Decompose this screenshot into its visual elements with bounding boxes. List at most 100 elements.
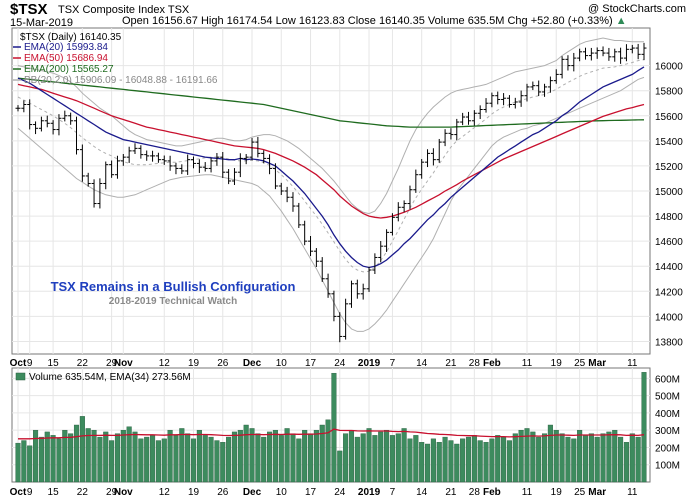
volume-bar (524, 428, 530, 483)
volume-bar (114, 433, 120, 483)
bb-upper-line (17, 37, 644, 215)
volume-bar (483, 442, 489, 483)
price-bar (267, 154, 273, 175)
price-bar (606, 47, 612, 61)
price-tick-label: 15400 (655, 137, 683, 148)
volume-tick-label: 200M (655, 443, 680, 454)
volume-bar (27, 445, 33, 483)
x-tick-label: 11 (522, 358, 533, 369)
price-panel: 13800 14000 14200 14400 14600 14800 15000 15200… (10, 27, 683, 369)
volume-bar (331, 372, 337, 483)
price-bar (372, 253, 378, 275)
x-tick-label: 24 (334, 358, 346, 369)
volume-bar (553, 429, 559, 483)
price-bar (559, 56, 565, 79)
volume-bar (267, 431, 273, 483)
price-bar (430, 148, 436, 166)
ema200-line (17, 77, 645, 128)
x-tick-label: 29 (106, 358, 118, 369)
price-bar (477, 105, 483, 120)
volume-bar (79, 416, 85, 483)
price-bar (501, 93, 507, 106)
volume-bar (448, 440, 454, 483)
price-bar (553, 69, 559, 84)
price-bar (38, 116, 44, 132)
volume-label: Volume (427, 15, 465, 27)
price-bar (290, 192, 296, 212)
price-bar (220, 152, 226, 178)
volume-bar (179, 428, 185, 483)
x-tick-label: 21 (445, 358, 457, 369)
volume-bar (565, 436, 571, 483)
volume-bar (641, 372, 647, 483)
price-tick-label: 15200 (655, 162, 683, 173)
annotation-title: TSX Remains in a Bullish Configuration (51, 279, 296, 294)
volume-bar (290, 433, 296, 483)
volume-bar (313, 429, 319, 483)
price-bar (150, 150, 156, 162)
price-bar (319, 257, 325, 282)
price-bar (56, 114, 62, 136)
price-bar (255, 136, 261, 158)
x-tick-label-bottom: 2019 (358, 487, 381, 498)
price-bar (308, 236, 314, 257)
price-bar (208, 157, 214, 173)
high-label: High (200, 15, 224, 27)
price-bar (185, 154, 191, 175)
x-tick-label-bottom: 17 (305, 487, 317, 498)
x-tick-label: 17 (305, 358, 317, 369)
price-bar (588, 47, 594, 61)
volume-bar (600, 433, 606, 483)
volume-bar (214, 440, 220, 483)
price-bar (483, 98, 489, 113)
volume-bar (132, 431, 138, 483)
volume-bar (571, 438, 577, 483)
price-bar (395, 202, 401, 222)
price-bar (413, 169, 419, 193)
volume-bar (325, 419, 331, 483)
price-tick-label: 14600 (655, 237, 683, 248)
x-tick-label: 14 (416, 358, 428, 369)
volume-value: 635.5M (467, 15, 505, 27)
volume-bar (413, 435, 419, 483)
price-bar (50, 120, 56, 135)
price-bar (191, 156, 197, 169)
x-tick-label: 10 (276, 358, 288, 369)
price-bar (202, 162, 208, 172)
price-bar (261, 150, 267, 164)
x-tick-label: 19 (188, 358, 200, 369)
price-bar (512, 97, 518, 109)
x-tick-label-bottom: 29 (106, 487, 118, 498)
price-bar (74, 116, 80, 155)
price-bar (577, 48, 583, 62)
volume-tick-label: 600M (655, 374, 680, 385)
x-tick-label: 9 (27, 358, 33, 369)
volume-bar (530, 431, 536, 483)
price-bar (618, 47, 624, 64)
price-bar (272, 163, 278, 190)
price-bar (79, 144, 85, 182)
x-tick-label: 28 (469, 358, 481, 369)
x-tick-label-bottom: Dec (243, 487, 262, 498)
volume-bar (255, 433, 261, 483)
volume-bar (489, 438, 495, 483)
volume-bar (62, 429, 68, 483)
x-tick-label-bottom: 22 (77, 487, 89, 498)
price-bar (313, 248, 319, 267)
volume-bar (284, 428, 290, 483)
volume-bar (407, 438, 413, 483)
instrument-name: TSX Composite Index TSX (58, 4, 190, 16)
price-bar (278, 182, 284, 196)
price-bar (454, 118, 460, 141)
legend-ema200: EMA(200) 15565.27 (24, 64, 114, 75)
volume-bar (68, 433, 74, 483)
price-bar (471, 110, 477, 126)
price-bar (103, 161, 109, 190)
volume-bar (173, 435, 179, 483)
quote-date: 15-Mar-2019 (10, 17, 73, 29)
up-arrow-icon: ▲ (615, 15, 627, 27)
volume-bar (126, 426, 132, 483)
volume-bar (202, 435, 208, 483)
volume-bar (33, 429, 39, 483)
volume-bar (384, 429, 390, 483)
